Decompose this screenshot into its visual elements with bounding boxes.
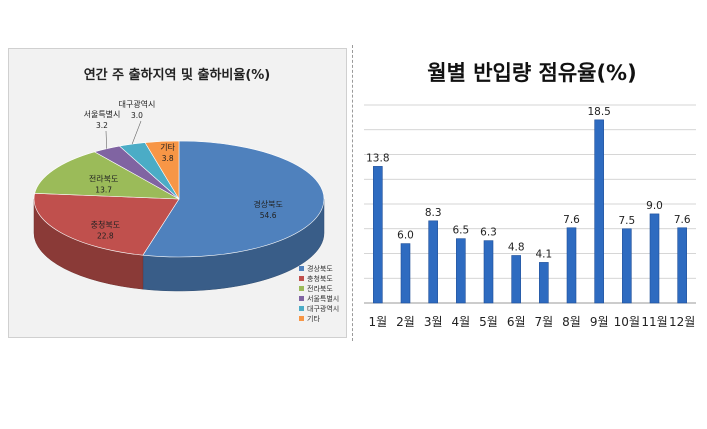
pie-slice-1 <box>33 193 180 256</box>
pie-legend-swatch-4 <box>299 306 304 311</box>
pie-legend-label-4: 대구광역시 <box>307 304 339 313</box>
bar-7 <box>566 227 577 304</box>
bar-11 <box>677 227 687 304</box>
bar-value-label-5: 4.8 <box>508 241 525 253</box>
pie-slice-5 <box>144 140 180 201</box>
bar-x-tick-label-11: 12월 <box>669 315 695 329</box>
bar-chart-title: 월별 반입량 점유율(%) <box>427 61 636 85</box>
pie-chart-panel: 연간 주 출하지역 및 출하비율(%) 경상북도 54.6 충청북도 22.8 전라북도… <box>8 48 347 338</box>
bar-1 <box>400 243 411 304</box>
bar-x-tick-label-8: 9월 <box>590 315 609 329</box>
bar-value-label-9: 7.5 <box>618 215 635 227</box>
bar-value-label-11: 7.6 <box>674 214 691 226</box>
panel-divider <box>352 45 353 341</box>
bar-value-label-0: 13.8 <box>366 152 389 164</box>
pie-legend-swatch-0 <box>299 266 304 271</box>
bar-10 <box>649 213 660 304</box>
bar-3 <box>456 238 466 304</box>
pie-label-category-2: 전라북도 <box>89 174 118 184</box>
bar-x-tick-label-2: 3월 <box>424 315 443 329</box>
pie-label-value-0: 54.6 <box>260 211 277 220</box>
bar-0 <box>373 166 383 304</box>
bar-5 <box>511 255 521 304</box>
bar-chart: 월별 반입량 점유율(%) 13.8 6.0 8.3 6.5 6.3 4.8 4.1 7.6 1… <box>364 61 696 329</box>
pie-leader-line-4 <box>131 120 142 145</box>
pie-legend-label-0: 경상북도 <box>307 264 333 273</box>
bar-value-label-3: 6.5 <box>452 225 469 237</box>
bar-x-tick-label-9: 10월 <box>614 315 640 329</box>
bar-value-label-7: 7.6 <box>563 214 580 226</box>
pie-label-value-2: 13.7 <box>95 186 112 195</box>
bar-x-tick-label-5: 6월 <box>507 315 526 329</box>
pie-label-value-1: 22.8 <box>97 232 114 241</box>
bar-9 <box>622 228 632 304</box>
pie-chart-title: 연간 주 출하지역 및 출하비율(%) <box>84 67 271 83</box>
pie-legend-label-1: 충청북도 <box>307 274 333 283</box>
pie-legend-label-3: 서울특별시 <box>307 294 339 303</box>
pie-legend-label-2: 전라북도 <box>307 284 333 293</box>
bar-value-label-10: 9.0 <box>646 200 663 212</box>
bar-4 <box>483 240 494 304</box>
bar-chart-panel: 월별 반입량 점유율(%) 13.8 6.0 8.3 6.5 6.3 4.8 4.1 7.6 1… <box>360 48 700 340</box>
pie-slice-0 <box>142 140 325 258</box>
bar-value-label-6: 4.1 <box>535 248 552 260</box>
pie-leader-line-3 <box>105 130 107 149</box>
pie-label-category-5: 기타 <box>160 143 175 152</box>
pie-label-category-1: 충청북도 <box>91 221 120 230</box>
pie-legend-swatch-3 <box>299 296 304 301</box>
bar-x-tick-label-3: 4월 <box>451 315 470 329</box>
bar-value-label-4: 6.3 <box>480 227 497 239</box>
pie-label-category-4: 대구광역시 <box>119 99 156 109</box>
pie-legend-swatch-2 <box>299 286 304 291</box>
bar-x-tick-label-1: 2월 <box>396 315 415 329</box>
bar-8 <box>594 119 604 304</box>
bar-value-label-1: 6.0 <box>397 230 414 242</box>
pie-label-value-3: 3.2 <box>96 121 108 130</box>
pie-label-category-3: 서울특별시 <box>84 109 121 119</box>
bar-value-label-8: 18.5 <box>587 106 610 118</box>
bar-x-tick-label-7: 8월 <box>562 315 581 329</box>
bar-value-label-2: 8.3 <box>425 207 442 219</box>
bar-x-tick-label-6: 7월 <box>534 315 553 329</box>
pie-legend-swatch-5 <box>299 316 304 321</box>
pie-legend-label-5: 기타 <box>307 314 320 323</box>
pie-slice-2 <box>34 151 180 200</box>
pie-label-value-5: 3.8 <box>162 154 174 163</box>
bar-x-tick-label-10: 11월 <box>641 315 667 329</box>
bar-x-tick-label-0: 1월 <box>368 315 387 329</box>
bar-x-tick-label-4: 5월 <box>479 315 498 329</box>
pie-label-value-4: 3.0 <box>131 111 143 120</box>
bar-6 <box>539 262 549 304</box>
bar-2 <box>428 220 438 304</box>
pie-legend-swatch-1 <box>299 276 304 281</box>
pie-label-category-0: 경상북도 <box>253 199 282 209</box>
pie-chart: 연간 주 출하지역 및 출하비율(%) 경상북도 54.6 충청북도 22.8 전라북도… <box>33 67 339 323</box>
